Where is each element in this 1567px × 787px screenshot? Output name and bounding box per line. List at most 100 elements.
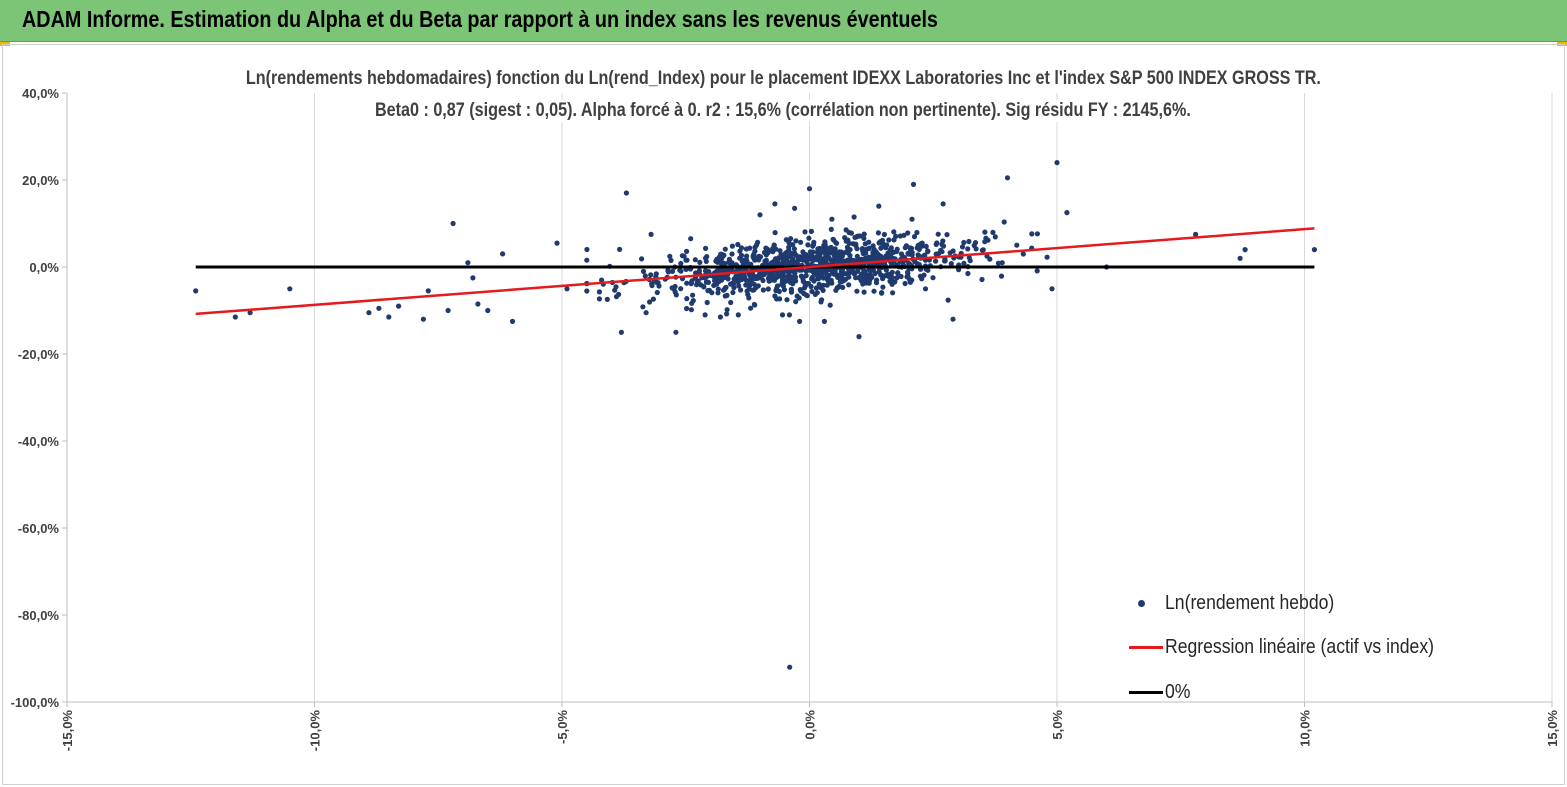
data-point [965,246,971,252]
data-point [736,283,742,289]
data-point [830,236,836,242]
data-point [654,289,660,296]
data-point [856,334,862,340]
data-point [810,243,816,249]
y-tick-label: -100,0% [11,695,60,710]
data-point [1044,254,1050,260]
data-point [808,250,815,256]
data-point [617,246,623,252]
data-point [396,303,402,309]
data-point [817,245,823,252]
legend-item-regression: Regression linéaire (actif vs index) [1125,632,1485,662]
data-point [846,282,852,288]
data-point [798,239,804,245]
data-point [366,310,372,316]
data-point [797,318,803,324]
data-point [875,230,882,236]
data-point [750,254,756,260]
data-point [767,277,774,283]
data-point [613,284,619,290]
data-point [925,267,931,273]
data-point [747,279,753,285]
report-banner: ADAM Informe. Estimation du Alpha et du … [0,0,1567,42]
data-point [688,236,694,242]
data-point [880,242,886,248]
data-point [809,274,816,280]
data-point [846,229,852,236]
data-point [947,250,953,256]
data-point [1242,247,1248,253]
data-point [791,250,798,256]
data-point [879,290,885,296]
data-point [613,294,620,300]
data-point [729,251,735,257]
data-point [642,273,648,279]
data-point [715,274,721,280]
data-point [750,272,756,278]
chart-frame [2,44,1565,785]
data-point [866,280,872,286]
data-point [703,245,709,251]
data-point [788,286,795,292]
data-point [862,241,868,247]
data-point [838,249,844,255]
data-point [774,274,780,280]
data-point [760,287,767,293]
data-point [692,257,698,263]
data-point [719,260,725,266]
data-point [933,258,939,264]
report-title: ADAM Informe. Estimation du Alpha et du … [22,6,938,32]
data-point [837,258,843,264]
legend-label-zero: 0% [1165,681,1191,703]
legend-line-regression [1129,646,1163,649]
data-point [886,237,892,243]
data-point [786,312,793,318]
data-point [914,229,920,236]
data-point [705,279,712,285]
data-point [783,257,789,263]
data-point [998,273,1005,279]
data-point [647,299,653,305]
data-point [694,282,700,288]
data-point [992,234,998,240]
data-point [854,288,860,294]
data-point [730,289,736,296]
legend-item-scatter: Ln(rendement hebdo) [1125,588,1485,618]
data-point [815,256,821,262]
data-point [938,247,944,253]
data-point [894,275,900,281]
data-point [863,273,869,279]
data-point [777,248,783,254]
data-point [746,295,752,301]
data-point [790,257,796,263]
data-point [944,232,950,238]
data-point [831,258,837,264]
data-point [697,259,703,265]
data-point [509,318,516,324]
data-point [763,252,769,258]
data-point [788,236,794,242]
data-point [885,272,891,278]
data-point [739,276,745,283]
data-point [876,203,882,209]
data-point [772,293,778,299]
legend-dot-marker [1138,600,1145,607]
data-point [564,286,570,292]
data-point [1001,219,1007,225]
data-point [797,257,803,263]
data-point [1311,247,1317,253]
data-point [828,278,834,284]
data-point [792,205,798,211]
data-point [688,307,695,313]
data-point [475,301,481,307]
data-point [751,301,758,308]
data-point [843,238,849,244]
data-point [425,288,431,294]
data-point [648,272,654,278]
data-point [940,243,947,249]
data-point [829,216,835,222]
data-point [853,243,859,249]
data-point [887,278,893,284]
data-point [1193,231,1199,237]
data-point [995,260,1002,266]
